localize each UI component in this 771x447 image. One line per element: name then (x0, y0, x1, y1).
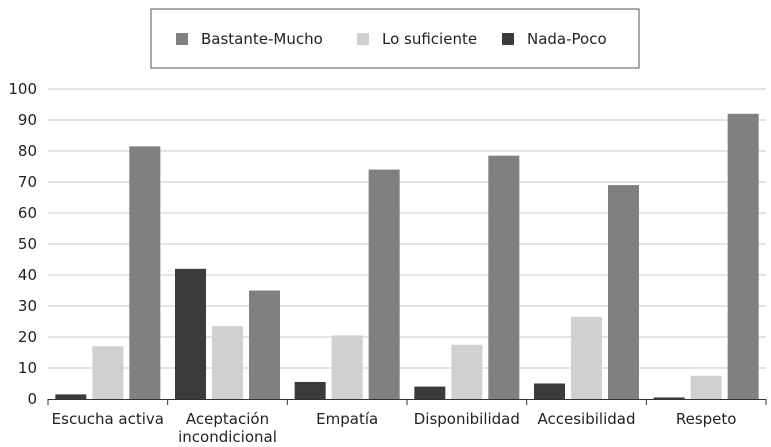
bar (451, 345, 482, 399)
x-tick-label: Disponibilidad (414, 410, 520, 428)
legend: Bastante-Mucho Lo suficiente Nada-Poco (151, 9, 639, 68)
bar (414, 387, 445, 399)
y-tick-label: 10 (18, 359, 37, 377)
x-tick-label: Respeto (676, 410, 737, 428)
y-tick-label: 90 (18, 111, 37, 129)
bar (249, 291, 280, 400)
bar (728, 114, 759, 399)
legend-label: Lo suficiente (382, 30, 477, 48)
legend-swatch (357, 33, 369, 45)
y-tick-label: 80 (18, 142, 37, 160)
legend-label: Bastante-Mucho (201, 30, 323, 48)
y-tick-label: 50 (18, 235, 37, 253)
bar (691, 376, 722, 399)
bar (55, 394, 86, 399)
bar (488, 156, 519, 399)
y-axis-ticks: 0 10 20 30 40 50 60 70 80 90 100 (8, 80, 37, 408)
bar (212, 326, 243, 399)
y-tick-label: 40 (18, 266, 37, 284)
bar (369, 170, 400, 399)
x-tick-label: Accesibilidad (538, 410, 636, 428)
bars (55, 114, 758, 399)
legend-swatch (176, 33, 188, 45)
legend-swatch (502, 33, 514, 45)
bar (175, 269, 206, 399)
x-tick-label: Escucha activa (52, 410, 164, 428)
x-tick-label: Empatía (316, 410, 378, 428)
bar (654, 397, 685, 399)
bar (295, 382, 326, 399)
y-tick-label: 100 (8, 80, 37, 98)
bar (332, 335, 363, 399)
y-tick-label: 60 (18, 204, 37, 222)
x-axis (48, 399, 766, 405)
x-axis-labels: Escucha activa Aceptación incondicional Emp… (52, 410, 737, 446)
bar (571, 317, 602, 399)
bar (92, 346, 123, 399)
y-tick-label: 20 (18, 328, 37, 346)
bar (534, 384, 565, 400)
x-tick-label: Aceptación incondicional (178, 410, 277, 446)
legend-label: Nada-Poco (527, 30, 607, 48)
y-tick-label: 70 (18, 173, 37, 191)
bar (129, 146, 160, 399)
y-tick-label: 30 (18, 297, 37, 315)
bar (608, 185, 639, 399)
y-tick-label: 0 (27, 390, 37, 408)
